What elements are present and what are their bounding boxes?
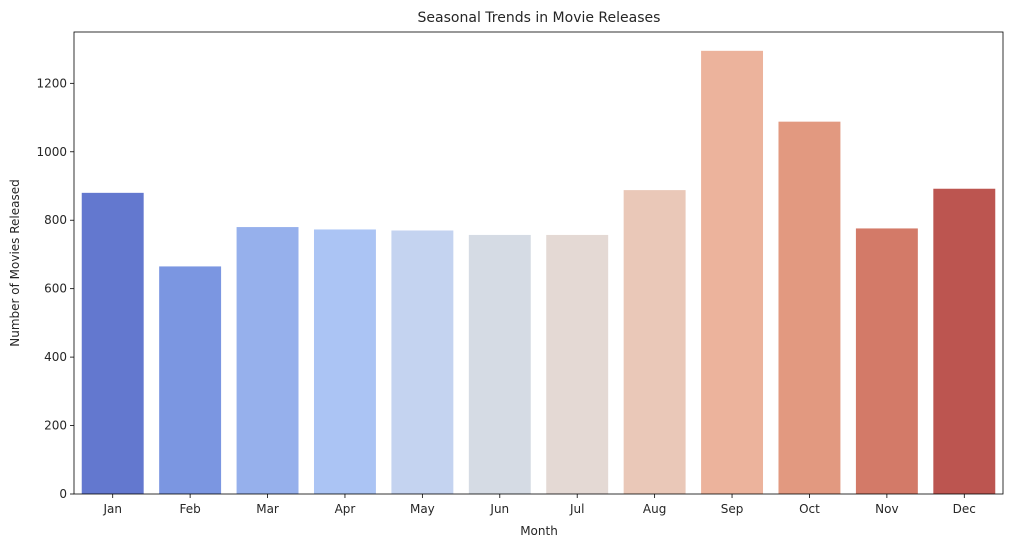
bar-jan: [81, 192, 144, 494]
y-tick-label: 1200: [36, 76, 67, 90]
bar-sep: [701, 50, 764, 494]
plot-frame: [73, 31, 1004, 495]
y-axis-label: Number of Movies Released: [8, 179, 22, 346]
bars: [81, 50, 996, 495]
x-tick-label: Jul: [569, 502, 584, 516]
chart-title: Seasonal Trends in Movie Releases: [418, 10, 661, 26]
y-tick-label: 800: [44, 213, 67, 227]
x-tick-label: Dec: [953, 502, 976, 516]
y-tick-label: 0: [59, 487, 67, 501]
x-tick-label: May: [410, 502, 435, 516]
y-axis: 0 200 400 600 800 1000 1200: [36, 76, 74, 501]
bar-nov: [855, 228, 918, 494]
x-tick-label: Jan: [102, 502, 122, 516]
x-axis-label: Month: [520, 524, 558, 538]
bar-aug: [623, 190, 686, 495]
x-tick-label: Oct: [799, 502, 820, 516]
bar-mar: [236, 227, 299, 494]
y-tick-label: 600: [44, 282, 67, 296]
x-axis: Jan Feb Mar Apr May Jun Jul Aug Sep Oct Nov Dec: [102, 494, 976, 516]
y-tick-label: 400: [44, 350, 67, 364]
bar-oct: [778, 121, 841, 494]
x-tick-label: Aug: [643, 502, 666, 516]
bar-jun: [468, 234, 531, 494]
bar-dec: [933, 188, 996, 495]
bar-feb: [159, 266, 222, 494]
x-tick-label: Sep: [721, 502, 744, 516]
bar-apr: [313, 229, 376, 494]
x-tick-label: Feb: [180, 502, 201, 516]
x-tick-label: Apr: [335, 502, 356, 516]
x-tick-label: Mar: [256, 502, 279, 516]
x-tick-label: Nov: [875, 502, 898, 516]
x-tick-label: Jun: [489, 502, 509, 516]
y-tick-label: 1000: [36, 145, 67, 159]
bar-jul: [546, 234, 609, 494]
y-tick-label: 200: [44, 419, 67, 433]
bar-may: [391, 230, 454, 495]
